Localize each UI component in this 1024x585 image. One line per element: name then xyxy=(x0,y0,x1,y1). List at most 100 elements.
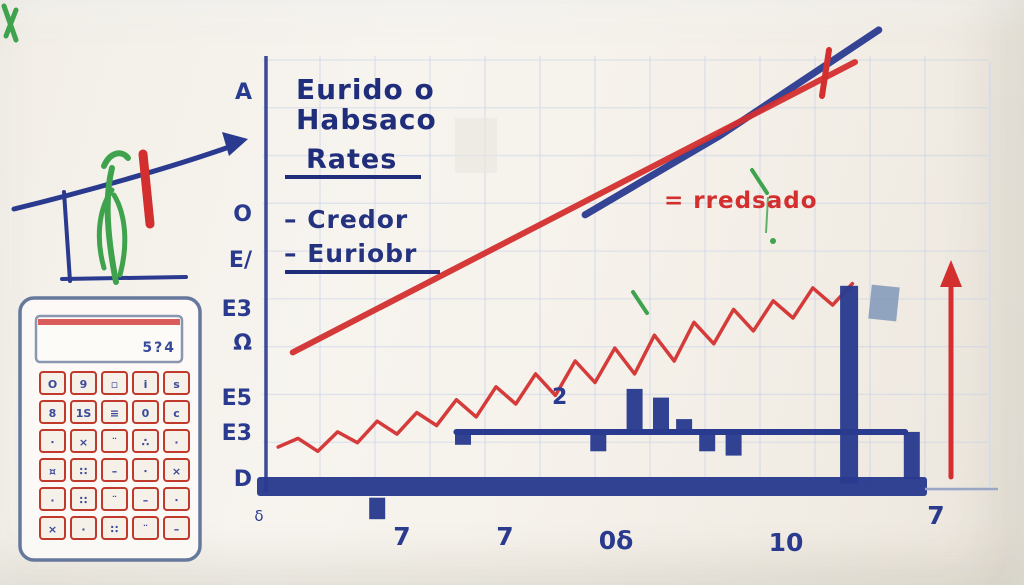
chart-frame xyxy=(257,56,998,496)
calculator-key-glyph: 1S xyxy=(76,407,92,420)
red-up-arrow-icon xyxy=(940,260,962,287)
x-tick-0: 7 xyxy=(393,522,410,551)
bar xyxy=(903,431,920,480)
chart-subtitle: Rates xyxy=(306,144,397,175)
calculator-key xyxy=(70,371,97,395)
bar xyxy=(369,497,386,520)
calculator-key xyxy=(101,458,128,482)
calculator-key xyxy=(101,400,128,424)
calculator-key xyxy=(101,516,128,540)
calculator-key xyxy=(163,487,190,511)
calculator-key-glyph: – xyxy=(174,523,180,536)
chart-accents xyxy=(455,47,962,480)
x-tick-2: 0δ xyxy=(599,526,634,555)
bar xyxy=(676,419,693,432)
slate-smudge xyxy=(868,284,900,322)
x-tick-1: 7 xyxy=(496,522,513,551)
y-tick-5: E5 xyxy=(222,386,252,411)
x-axis-band xyxy=(257,477,927,496)
green-mark-2 xyxy=(750,168,769,195)
x-axis-labels: 7 7 0δ 10 7 δ xyxy=(254,501,944,557)
calculator-key-glyph: ∙ xyxy=(50,436,54,449)
plant-top-leaf xyxy=(101,150,131,169)
series-line-1 xyxy=(289,59,858,356)
calculator-key xyxy=(39,400,66,424)
y-tick-1: O xyxy=(233,202,252,227)
plant-stem-2 xyxy=(96,187,115,271)
bar xyxy=(653,397,669,432)
green-mark-1 xyxy=(631,290,649,315)
chart-text-block: Eurido o Habsaco Rates – Credor – Euriob… xyxy=(284,73,818,410)
calculator-key-glyph: – xyxy=(112,465,118,478)
calculator-key xyxy=(101,371,128,395)
calculator-key xyxy=(39,516,66,540)
bar xyxy=(725,431,742,456)
calculator-key-glyph: 9 xyxy=(80,378,88,391)
y-tick-4: Ω xyxy=(233,331,252,356)
calculator-key-glyph: 8 xyxy=(49,407,57,420)
bar xyxy=(840,285,859,484)
y-tick-0: A xyxy=(235,80,252,105)
calculator-key xyxy=(163,516,190,540)
calculator-key xyxy=(70,487,97,511)
calculator-key-glyph: ∙ xyxy=(143,465,147,478)
origin-label: δ xyxy=(254,507,263,525)
calculator-key xyxy=(132,371,159,395)
calculator-key-glyph: ¤ xyxy=(49,465,56,478)
angle-vertical-stroke xyxy=(62,190,72,283)
calculator-key-glyph: ¨ xyxy=(112,436,118,449)
chart-title-line1: Eurido o xyxy=(296,73,435,106)
calculator-key xyxy=(163,400,190,424)
chart-title-line2: Habsaco xyxy=(296,103,437,136)
green-dot xyxy=(770,238,776,244)
calculator-key-glyph: 0 xyxy=(142,407,150,420)
calculator-key xyxy=(101,487,128,511)
calculator-key xyxy=(132,400,159,424)
angle-horizontal-stroke xyxy=(60,275,188,281)
y-tick-3: E3 xyxy=(222,297,252,322)
y-axis-labels: A O E/ E3 Ω E5 E3 D xyxy=(222,80,253,492)
left-doodles xyxy=(1,3,248,285)
plant-stem-3 xyxy=(111,192,128,278)
y-tick-2: E/ xyxy=(229,248,253,273)
calculator-key xyxy=(70,458,97,482)
plant-stem-1 xyxy=(104,165,119,285)
bar xyxy=(626,388,643,432)
red-stick-mark xyxy=(138,149,155,229)
bar xyxy=(455,431,471,445)
y-tick-6: E3 xyxy=(222,421,252,446)
legend-item-credor: – Credor xyxy=(284,205,408,234)
bar-series-group xyxy=(369,285,920,520)
calculator-keypad: O 9 ▫ i s 8 1S ≡ 0 c ∙ × ¨ ∴ · ¤ ∷ – ∙ × · ∷ ¨ – ∙ × · ∷ ¨ – xyxy=(39,371,190,540)
calculator-key-glyph: ▫ xyxy=(111,378,118,391)
calculator-key-glyph: i xyxy=(144,378,148,391)
x-tick-3: 10 xyxy=(769,528,804,557)
calculator-key-glyph: ∷ xyxy=(80,465,88,478)
calculator-key xyxy=(70,429,97,453)
calculator-key-glyph: × xyxy=(172,465,181,478)
calculator-key xyxy=(70,516,97,540)
calculator-key xyxy=(101,429,128,453)
calculator-key xyxy=(163,458,190,482)
corner-green-mark xyxy=(1,3,19,43)
calculator-key-glyph: × xyxy=(48,523,57,536)
calculator-key-glyph: ∴ xyxy=(142,436,150,449)
calculator-key-glyph: · xyxy=(174,436,178,449)
bar-annotation: 2 xyxy=(552,385,567,410)
calculator-key-glyph: ¨ xyxy=(112,494,118,507)
green-drip xyxy=(765,196,769,234)
red-annotation: = rredsado xyxy=(664,188,818,214)
calculator-key-glyph: O xyxy=(48,378,57,391)
calculator-key xyxy=(70,400,97,424)
calculator-key-glyph: ¨ xyxy=(143,523,149,536)
bar xyxy=(590,431,607,452)
calculator-key-glyph: · xyxy=(81,523,85,536)
calculator-key xyxy=(132,487,159,511)
calculator-key xyxy=(132,458,159,482)
calculator-key-glyph: ∷ xyxy=(80,494,88,507)
calculator: 5?4 O 9 ▫ i s 8 1S ≡ 0 c ∙ × ¨ ∴ · ¤ ∷ – ∙ × · ∷ ¨ – ∙ × · ∷ ¨ – xyxy=(18,296,202,562)
calculator-key xyxy=(132,429,159,453)
red-top-tick xyxy=(819,47,832,99)
